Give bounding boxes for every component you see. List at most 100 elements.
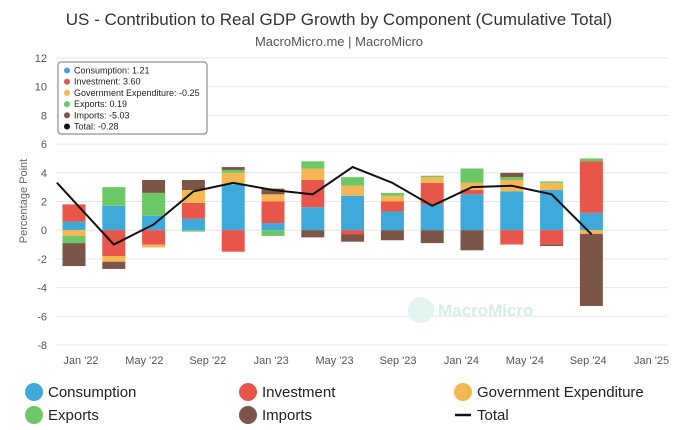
total-point[interactable] <box>551 193 553 195</box>
total-point[interactable] <box>391 182 393 184</box>
bar-segment[interactable] <box>460 230 484 251</box>
legend: Consumption Investment Government Expendit… <box>25 383 644 424</box>
bar-segment[interactable] <box>420 182 444 205</box>
bar-segment[interactable] <box>62 235 86 244</box>
bar-segment[interactable] <box>62 230 86 236</box>
bar-segment[interactable] <box>261 188 285 195</box>
bar-segment[interactable] <box>301 230 325 238</box>
bar-segment[interactable] <box>341 177 365 186</box>
total-point[interactable] <box>113 244 115 246</box>
bar-segment[interactable] <box>62 204 86 222</box>
x-tick-label: May '22 <box>125 355 163 367</box>
y-axis-ticks: -8 -6 -4 -2 0 2 4 6 8 10 12 <box>35 53 47 352</box>
bar-segment[interactable] <box>102 261 126 269</box>
bar-segment[interactable] <box>579 233 603 306</box>
bar-segment[interactable] <box>380 230 404 241</box>
tooltip-row: Exports: 0.19 <box>74 99 127 109</box>
bar-segment[interactable] <box>341 185 365 196</box>
bar-segment[interactable] <box>420 175 444 178</box>
bar-segment[interactable] <box>500 172 524 178</box>
legend-item-label[interactable]: Total <box>477 407 509 424</box>
bar-segment[interactable] <box>181 202 205 219</box>
x-tick-label: May '24 <box>506 355 544 367</box>
bar-segment[interactable] <box>540 244 564 246</box>
bar-segment[interactable] <box>500 191 524 231</box>
total-point[interactable] <box>431 205 433 207</box>
bar-segment[interactable] <box>460 168 484 183</box>
bar-segment[interactable] <box>221 230 245 252</box>
total-point[interactable] <box>192 190 194 192</box>
bar-segment[interactable] <box>341 195 365 231</box>
x-axis-ticks: Jan '22 May '22 Sep '22 Jan '23 May '23 Sep '… <box>63 355 669 367</box>
bar-segment[interactable] <box>500 230 524 245</box>
bar-segment[interactable] <box>261 194 285 202</box>
legend-item-label[interactable]: Imports <box>262 407 312 424</box>
bar-segment[interactable] <box>181 230 205 232</box>
bar-segment[interactable] <box>142 192 166 216</box>
total-point[interactable] <box>153 223 155 225</box>
chart-title: US - Contribution to Real GDP Growth by … <box>66 10 612 29</box>
legend-item-label[interactable]: Investment <box>262 384 336 401</box>
bar-segment[interactable] <box>420 230 444 244</box>
bar-segment[interactable] <box>181 179 205 191</box>
bar-segment[interactable] <box>221 172 245 185</box>
bar-segment[interactable] <box>380 195 404 202</box>
bar-segment[interactable] <box>142 179 166 193</box>
bar-segment[interactable] <box>380 192 404 196</box>
bar-segment[interactable] <box>420 204 444 231</box>
bar-segment[interactable] <box>261 201 285 224</box>
total-point[interactable] <box>312 193 314 195</box>
total-point[interactable] <box>272 189 274 191</box>
total-point[interactable] <box>56 182 58 184</box>
bar-segment[interactable] <box>579 158 603 162</box>
bar-segment[interactable] <box>142 244 166 248</box>
total-point[interactable] <box>590 233 592 235</box>
bar-segment[interactable] <box>301 207 325 231</box>
legend-item-label[interactable]: Government Expenditure <box>477 384 644 401</box>
bar-segment[interactable] <box>181 218 205 231</box>
bar-segment[interactable] <box>500 177 524 180</box>
total-point[interactable] <box>511 185 513 187</box>
legend-dot-icon <box>25 406 43 424</box>
bar-segment[interactable] <box>380 201 404 212</box>
bar-segment[interactable] <box>579 230 603 234</box>
legend-item-label[interactable]: Consumption <box>48 384 136 401</box>
bar-segment[interactable] <box>579 212 603 231</box>
bar-segment[interactable] <box>540 190 564 231</box>
bar-segment[interactable] <box>540 182 564 191</box>
bar-segment[interactable] <box>341 230 365 235</box>
bar-segment[interactable] <box>221 167 245 170</box>
y-tick-label: 0 <box>41 225 47 237</box>
legend-item-label[interactable]: Exports <box>48 407 99 424</box>
x-tick-label: Sep '23 <box>380 355 417 367</box>
total-point[interactable] <box>471 186 473 188</box>
bar-segment[interactable] <box>540 230 564 245</box>
total-point[interactable] <box>352 166 354 168</box>
total-line-path[interactable] <box>56 165 593 246</box>
tooltip-marker <box>64 112 70 119</box>
bar-segment[interactable] <box>102 187 126 206</box>
bar-segment[interactable] <box>62 221 86 231</box>
bar-segment[interactable] <box>62 243 86 267</box>
bar-segment[interactable] <box>540 181 564 183</box>
bar-segment[interactable] <box>221 169 245 173</box>
bar-segment[interactable] <box>181 190 205 203</box>
bar-segment[interactable] <box>102 256 126 262</box>
bar-segment[interactable] <box>420 177 444 183</box>
x-tick-label: Jan '23 <box>254 355 289 367</box>
bar-segment[interactable] <box>261 223 285 231</box>
bar-segment[interactable] <box>579 161 603 213</box>
bar-segment[interactable] <box>341 234 365 242</box>
bar-segment[interactable] <box>460 194 484 231</box>
tooltip-box <box>57 61 208 135</box>
bar-segment[interactable] <box>261 230 285 236</box>
bar-segment[interactable] <box>102 205 126 231</box>
total-point[interactable] <box>232 182 234 184</box>
bar-segment[interactable] <box>380 211 404 231</box>
bar-segment[interactable] <box>301 168 325 180</box>
bar-segment[interactable] <box>221 184 245 231</box>
bar-segment[interactable] <box>142 230 166 245</box>
bar-segment[interactable] <box>301 161 325 169</box>
bar-segment[interactable] <box>460 190 484 195</box>
